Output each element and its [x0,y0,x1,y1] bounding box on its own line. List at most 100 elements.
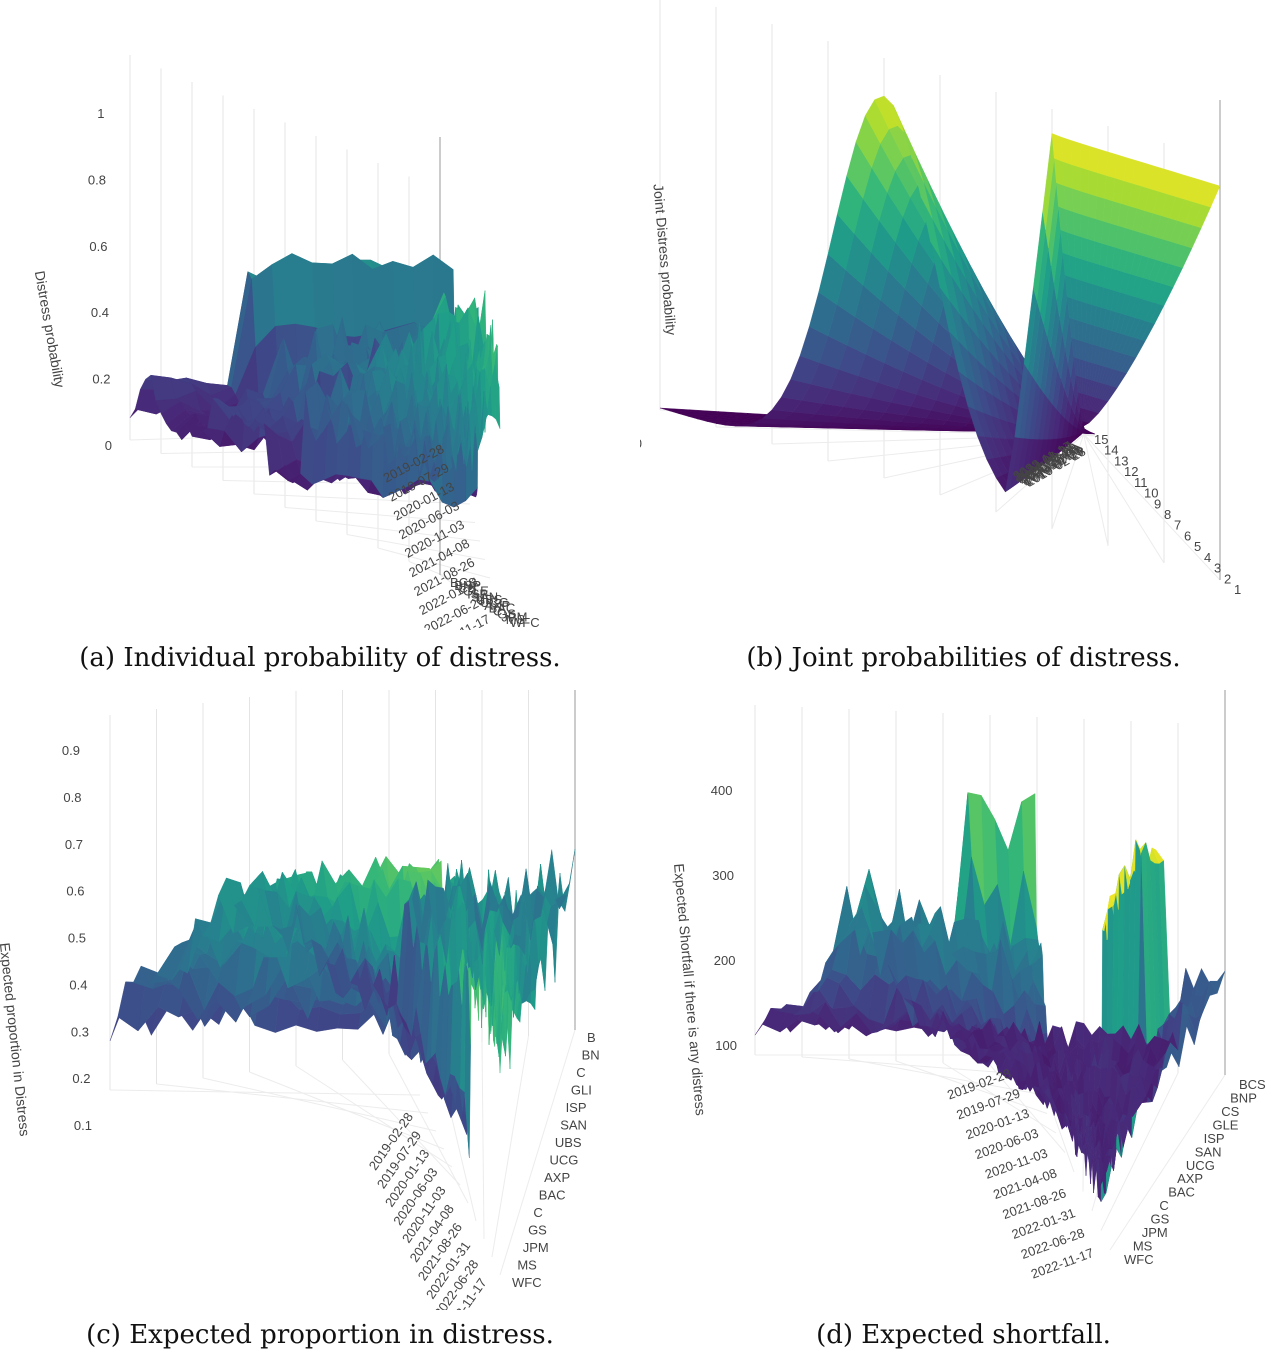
y-tick-label: 3 [1214,561,1221,576]
surface-cell [1081,280,1088,304]
y-tick-label: WFC [512,1275,542,1290]
y-tick-label: AXP [1177,1171,1203,1186]
y-tick-label: 9 [1154,496,1161,511]
surface-cell [1074,256,1082,281]
grid-line [848,1058,1039,1095]
z-tick-label: 0 [640,436,642,451]
surface-cell [1088,145,1099,174]
surface-cell [271,253,296,327]
y-tick-label: SAN [560,1118,587,1133]
surface [109,849,576,1159]
surface-cell [311,262,336,336]
z-tick-label: 200 [714,953,736,968]
grid-line [499,1029,576,1276]
grid-line [1100,1072,1179,1231]
y-tick-label: GS [1151,1212,1170,1227]
surface-cell [1081,301,1087,324]
z-tick-label: 0.5 [68,931,86,946]
grid-line [342,1059,461,1186]
surface-cell [392,261,415,328]
grid-line [202,1077,437,1132]
z-tick-label: 0.7 [65,837,83,852]
z-tick-label: 0.3 [71,1024,89,1039]
grid-line [249,1071,445,1150]
z-tick-label: 0.8 [63,790,81,805]
grid-line [1079,429,1221,581]
y-tick-label: UCG [550,1153,579,1168]
surface-cell [372,261,395,334]
y-tick-label: UBS [555,1135,582,1150]
panel-individual-distress: 2019-02-28 2019-07-29 2020-01-13 2020-06-03… [0,0,640,690]
surface-cell [337,1012,361,1030]
surface-cell [1062,161,1073,189]
z-tick-label: 0.8 [88,172,106,187]
surface-cell [1077,320,1083,342]
grid-line [388,1053,469,1204]
grid-line [295,1065,453,1168]
panel-expected-proportion: 2019-02-28 2019-07-29 2020-01-13 2020-06-03… [0,690,640,1368]
panel-expected-shortfall: 2019-02-28 2019-07-29 2020-01-13 2020-06-03… [640,690,1287,1368]
z-tick-label: 0.4 [69,977,87,992]
caption-b: (b) Joint probabilities of distress. [746,643,1181,673]
surface-cell [1087,216,1096,242]
y-tick-label: GLE [1212,1117,1238,1132]
z-tick-label: 0.4 [91,305,109,320]
z-tick-label: 0.1 [640,397,641,412]
surface-cell [1201,182,1221,208]
caption-d: (d) Expected shortfall. [816,1320,1111,1350]
z-tick-label: 0 [105,438,112,453]
y-tick-label: WFC [510,615,540,630]
y-tick-label: 15 [1094,432,1108,447]
surface-cell [1080,167,1090,194]
y-tick-label: JPM [1142,1225,1168,1240]
surface [754,792,1226,1203]
grid-line [1082,431,1109,547]
z-tick-label: 1 [97,106,104,121]
grid-line [1109,1074,1226,1251]
y-tick-label: 6 [1184,528,1191,543]
surface-cell [1064,185,1074,213]
z-tick-label: 0.2 [92,372,110,387]
y-tick-label: BNP [1230,1090,1257,1105]
grid-line [284,507,476,523]
y-tick-label: 5 [1194,539,1201,554]
y-tick-label: 11 [1134,475,1148,490]
surface-plot-expected-shortfall: 2019-02-282019-07-292020-01-132020-06-03… [671,690,1266,1282]
y-tick-label: BAC [1168,1185,1195,1200]
y-tick-label: 7 [1174,518,1181,533]
grid-line [315,520,481,542]
surface-plot-joint-distress: 2019-02-282019-07-292020-01-132020-06-03… [640,0,1241,597]
y-tick-label: 1 [1234,582,1241,597]
grid-line [491,1035,529,1258]
y-tick-label: CS [459,581,477,596]
surface-cell [434,443,445,475]
grid-line [801,1056,1030,1075]
z-tick-label: 300 [712,868,734,883]
y-tick-label: GLE [463,584,489,599]
surface-cell [1073,234,1082,260]
surface-plot-expected-proportion: 2019-02-282019-07-292020-01-132020-06-03… [0,690,600,1310]
y-tick-label: 8 [1164,507,1171,522]
y-tick-label: JPM [523,1240,549,1255]
surface-cell [1079,143,1090,171]
surface-cell [1080,213,1089,240]
surface-cell [1065,209,1075,235]
y-tick-label: SAN [1195,1144,1222,1159]
y-tick-label: BNP [454,578,481,593]
y-tick-label: MS [506,612,526,627]
y-tick-label: 13 [1114,453,1128,468]
z-axis-label: Expected proportion in Distress [0,942,33,1137]
surface-cell [1080,236,1089,262]
y-tick-label: GS [528,1223,547,1238]
z-tick-label: 0.6 [89,239,107,254]
z-axis-label: Expected Shortfall if there is any distr… [671,863,709,1116]
y-tick-label: CS [1221,1104,1239,1119]
caption-c: (c) Expected proportion in distress. [86,1320,554,1350]
grid-line [995,432,1087,513]
surface-cell [1075,278,1083,302]
y-tick-label: BAC [489,601,516,616]
y-tick-label: BCS [450,575,477,590]
z-tick-label: 100 [715,1038,737,1053]
z-tick-label: 0.2 [72,1071,90,1086]
z-axis-label: Distress probability [32,270,68,389]
